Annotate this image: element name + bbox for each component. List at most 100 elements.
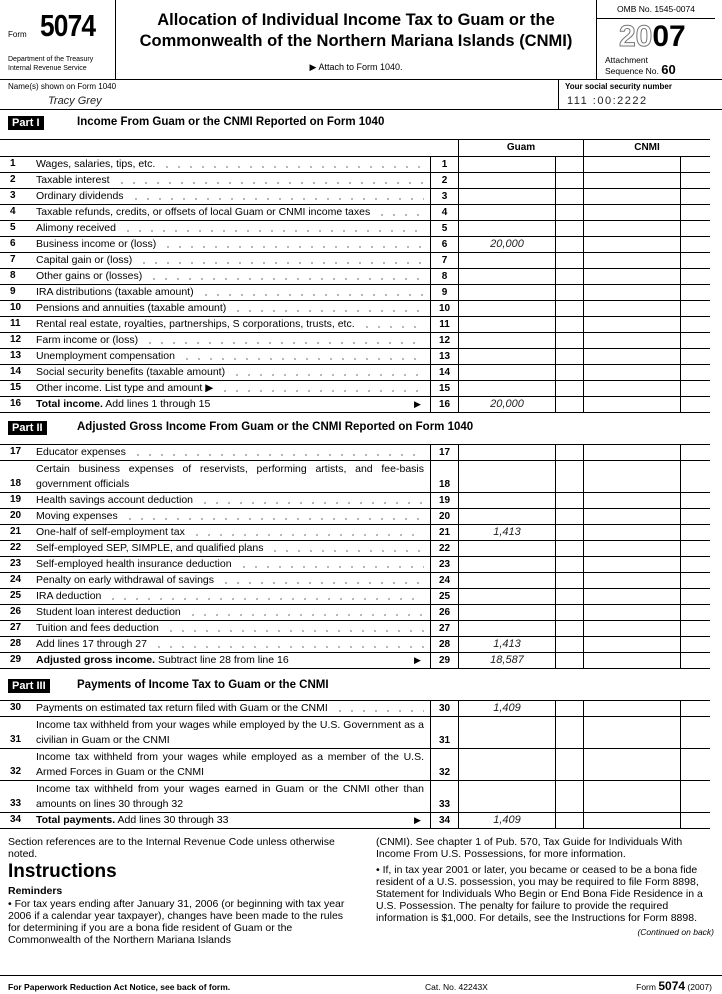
guam-cents[interactable] <box>555 493 583 509</box>
guam-cents[interactable] <box>555 333 583 349</box>
cnmi-cents[interactable] <box>680 365 710 381</box>
cnmi-cents[interactable] <box>680 333 710 349</box>
guam-amount[interactable] <box>458 749 555 781</box>
guam-amount[interactable]: 1,413 <box>458 525 555 541</box>
cnmi-cents[interactable] <box>680 221 710 237</box>
guam-amount[interactable]: 20,000 <box>458 397 555 413</box>
guam-amount[interactable] <box>458 301 555 317</box>
guam-amount[interactable] <box>458 349 555 365</box>
cnmi-amount[interactable] <box>583 653 680 669</box>
guam-amount[interactable] <box>458 717 555 749</box>
guam-cents[interactable] <box>555 461 583 493</box>
guam-amount[interactable] <box>458 621 555 637</box>
guam-cents[interactable] <box>555 509 583 525</box>
guam-amount[interactable] <box>458 541 555 557</box>
cnmi-amount[interactable] <box>583 349 680 365</box>
guam-cents[interactable] <box>555 285 583 301</box>
name-field[interactable]: Tracy Grey <box>48 95 102 107</box>
guam-cents[interactable] <box>555 221 583 237</box>
cnmi-cents[interactable] <box>680 653 710 669</box>
cnmi-cents[interactable] <box>680 349 710 365</box>
guam-cents[interactable] <box>555 157 583 173</box>
guam-amount[interactable] <box>458 381 555 397</box>
cnmi-amount[interactable] <box>583 189 680 205</box>
cnmi-cents[interactable] <box>680 173 710 189</box>
cnmi-amount[interactable] <box>583 445 680 461</box>
cnmi-amount[interactable] <box>583 301 680 317</box>
cnmi-cents[interactable] <box>680 445 710 461</box>
cnmi-cents[interactable] <box>680 317 710 333</box>
guam-cents[interactable] <box>555 557 583 573</box>
cnmi-amount[interactable] <box>583 525 680 541</box>
guam-amount[interactable] <box>458 189 555 205</box>
guam-cents[interactable] <box>555 781 583 813</box>
guam-amount[interactable] <box>458 285 555 301</box>
cnmi-amount[interactable] <box>583 461 680 493</box>
cnmi-cents[interactable] <box>680 749 710 781</box>
cnmi-amount[interactable] <box>583 253 680 269</box>
guam-amount[interactable] <box>458 253 555 269</box>
guam-amount[interactable] <box>458 445 555 461</box>
cnmi-amount[interactable] <box>583 621 680 637</box>
cnmi-cents[interactable] <box>680 525 710 541</box>
cnmi-cents[interactable] <box>680 157 710 173</box>
guam-amount[interactable] <box>458 573 555 589</box>
guam-amount[interactable]: 1,413 <box>458 637 555 653</box>
guam-cents[interactable] <box>555 621 583 637</box>
guam-amount[interactable] <box>458 317 555 333</box>
guam-cents[interactable] <box>555 269 583 285</box>
guam-cents[interactable] <box>555 749 583 781</box>
cnmi-amount[interactable] <box>583 749 680 781</box>
cnmi-cents[interactable] <box>680 205 710 221</box>
cnmi-cents[interactable] <box>680 285 710 301</box>
guam-amount[interactable] <box>458 781 555 813</box>
guam-cents[interactable] <box>555 717 583 749</box>
guam-amount[interactable] <box>458 557 555 573</box>
guam-amount[interactable]: 18,587 <box>458 653 555 669</box>
cnmi-cents[interactable] <box>680 461 710 493</box>
cnmi-amount[interactable] <box>583 237 680 253</box>
cnmi-cents[interactable] <box>680 397 710 413</box>
guam-amount[interactable] <box>458 493 555 509</box>
guam-cents[interactable] <box>555 317 583 333</box>
guam-amount[interactable] <box>458 589 555 605</box>
cnmi-cents[interactable] <box>680 557 710 573</box>
cnmi-amount[interactable] <box>583 285 680 301</box>
cnmi-amount[interactable] <box>583 493 680 509</box>
cnmi-amount[interactable] <box>583 701 680 717</box>
cnmi-amount[interactable] <box>583 381 680 397</box>
guam-cents[interactable] <box>555 445 583 461</box>
cnmi-amount[interactable] <box>583 589 680 605</box>
guam-amount[interactable] <box>458 461 555 493</box>
cnmi-amount[interactable] <box>583 333 680 349</box>
cnmi-amount[interactable] <box>583 557 680 573</box>
cnmi-cents[interactable] <box>680 301 710 317</box>
cnmi-cents[interactable] <box>680 605 710 621</box>
cnmi-cents[interactable] <box>680 493 710 509</box>
guam-amount[interactable] <box>458 333 555 349</box>
cnmi-amount[interactable] <box>583 781 680 813</box>
guam-amount[interactable]: 20,000 <box>458 237 555 253</box>
cnmi-cents[interactable] <box>680 541 710 557</box>
cnmi-amount[interactable] <box>583 605 680 621</box>
cnmi-cents[interactable] <box>680 509 710 525</box>
cnmi-amount[interactable] <box>583 637 680 653</box>
cnmi-amount[interactable] <box>583 573 680 589</box>
cnmi-cents[interactable] <box>680 637 710 653</box>
cnmi-cents[interactable] <box>680 237 710 253</box>
cnmi-amount[interactable] <box>583 317 680 333</box>
guam-cents[interactable] <box>555 813 583 829</box>
guam-cents[interactable] <box>555 301 583 317</box>
cnmi-cents[interactable] <box>680 717 710 749</box>
guam-cents[interactable] <box>555 653 583 669</box>
guam-cents[interactable] <box>555 701 583 717</box>
cnmi-cents[interactable] <box>680 621 710 637</box>
cnmi-amount[interactable] <box>583 365 680 381</box>
guam-amount[interactable] <box>458 157 555 173</box>
guam-cents[interactable] <box>555 381 583 397</box>
guam-amount[interactable] <box>458 205 555 221</box>
guam-amount[interactable] <box>458 173 555 189</box>
guam-amount[interactable] <box>458 605 555 621</box>
guam-cents[interactable] <box>555 605 583 621</box>
cnmi-amount[interactable] <box>583 717 680 749</box>
